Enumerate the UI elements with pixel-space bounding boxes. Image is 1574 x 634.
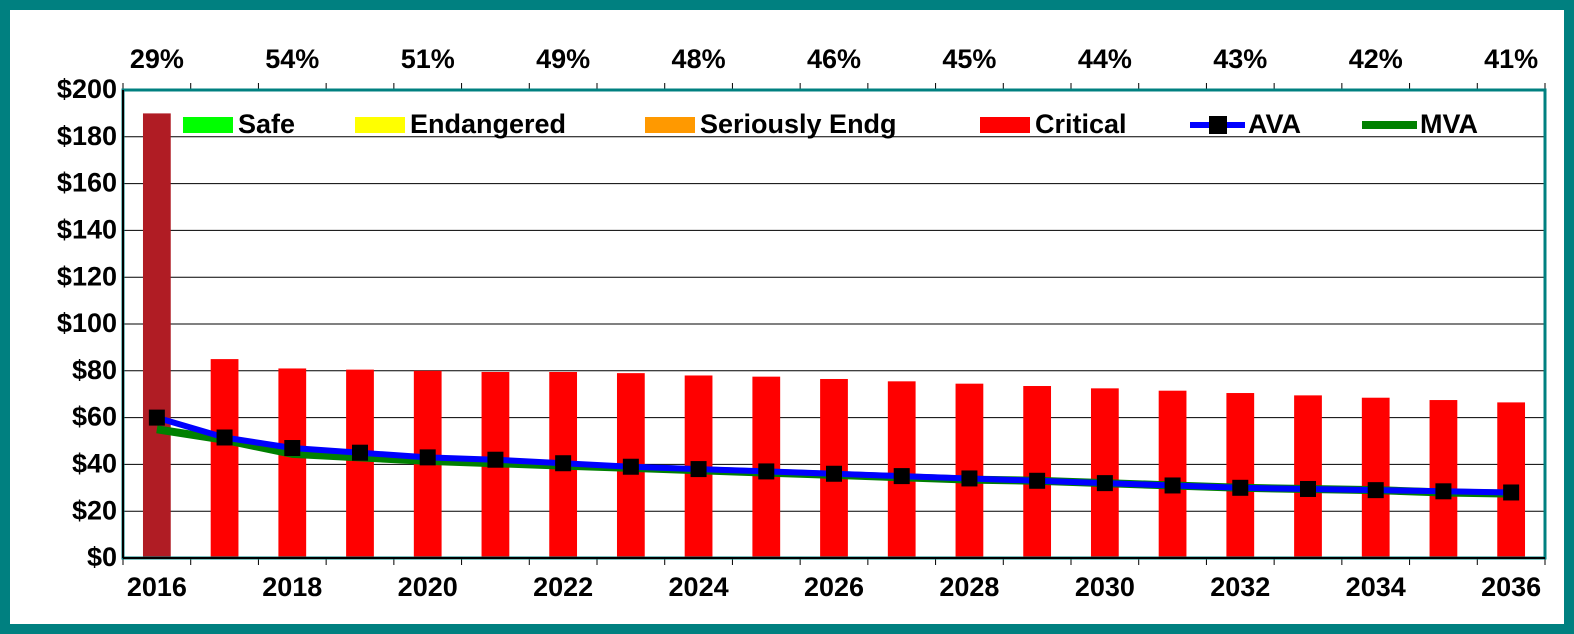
y-tick-label: $120 xyxy=(57,261,117,291)
top-label: 48% xyxy=(672,44,726,74)
bar xyxy=(1429,400,1458,558)
bar xyxy=(1023,386,1052,558)
marker xyxy=(148,409,165,426)
x-tick-label: 2036 xyxy=(1481,572,1541,602)
bar xyxy=(1090,388,1119,558)
y-tick-label: $40 xyxy=(72,449,117,479)
top-label: 41% xyxy=(1484,44,1538,74)
marker xyxy=(1367,482,1384,499)
x-tick-label: 2032 xyxy=(1210,572,1270,602)
bar xyxy=(210,359,239,558)
legend-swatch xyxy=(980,117,1030,133)
marker xyxy=(1164,477,1181,494)
x-tick-label: 2018 xyxy=(262,572,322,602)
marker xyxy=(1096,475,1113,492)
marker xyxy=(1503,484,1520,501)
marker xyxy=(1029,472,1046,489)
legend-label: Seriously Endg xyxy=(700,109,897,139)
bar xyxy=(1158,390,1187,558)
bar xyxy=(1361,397,1390,558)
x-tick-label: 2026 xyxy=(804,572,864,602)
bar xyxy=(142,113,171,559)
marker xyxy=(893,468,910,485)
top-label: 45% xyxy=(942,44,996,74)
top-label: 46% xyxy=(807,44,861,74)
legend-marker xyxy=(1209,116,1227,134)
y-tick-label: $140 xyxy=(57,215,117,245)
y-tick-label: $160 xyxy=(57,168,117,198)
marker xyxy=(1232,479,1249,496)
y-tick-label: $0 xyxy=(87,542,117,572)
y-tick-label: $100 xyxy=(57,308,117,338)
x-tick-label: 2034 xyxy=(1346,572,1406,602)
top-label: 44% xyxy=(1078,44,1132,74)
legend-label: MVA xyxy=(1420,109,1478,139)
marker xyxy=(1435,483,1452,500)
marker xyxy=(352,444,368,461)
y-tick-label: $60 xyxy=(72,402,117,432)
bar xyxy=(346,369,374,558)
marker xyxy=(284,440,301,457)
legend-swatch xyxy=(355,117,405,133)
marker xyxy=(690,461,707,478)
y-tick-label: $200 xyxy=(57,74,117,104)
top-label: 54% xyxy=(265,44,319,74)
marker xyxy=(1300,480,1316,497)
marker xyxy=(961,470,978,487)
y-tick-label: $20 xyxy=(72,495,117,525)
marker xyxy=(826,465,842,482)
legend-label: Safe xyxy=(238,109,295,139)
marker xyxy=(555,455,572,472)
top-label: 42% xyxy=(1349,44,1403,74)
top-label: 49% xyxy=(536,44,590,74)
legend-label: Critical xyxy=(1035,109,1127,139)
y-tick-label: $80 xyxy=(72,355,117,385)
x-tick-label: 2016 xyxy=(127,572,187,602)
x-tick-label: 2030 xyxy=(1075,572,1135,602)
x-tick-label: 2022 xyxy=(533,572,593,602)
top-label: 51% xyxy=(401,44,455,74)
bar xyxy=(1226,393,1255,558)
top-label: 43% xyxy=(1213,44,1267,74)
x-tick-label: 2028 xyxy=(939,572,999,602)
marker xyxy=(622,458,639,475)
bar xyxy=(1294,395,1322,558)
bar xyxy=(278,368,307,558)
legend-swatch xyxy=(183,117,233,133)
bar xyxy=(1497,402,1526,558)
top-label: 29% xyxy=(130,44,184,74)
marker xyxy=(758,463,775,480)
y-tick-label: $180 xyxy=(57,121,117,151)
marker xyxy=(216,429,233,446)
marker xyxy=(487,451,504,468)
legend-swatch xyxy=(645,117,695,133)
marker xyxy=(419,449,436,466)
legend-label: Endangered xyxy=(410,109,566,139)
x-tick-label: 2020 xyxy=(398,572,458,602)
legend-label: AVA xyxy=(1248,109,1301,139)
x-tick-label: 2024 xyxy=(669,572,729,602)
